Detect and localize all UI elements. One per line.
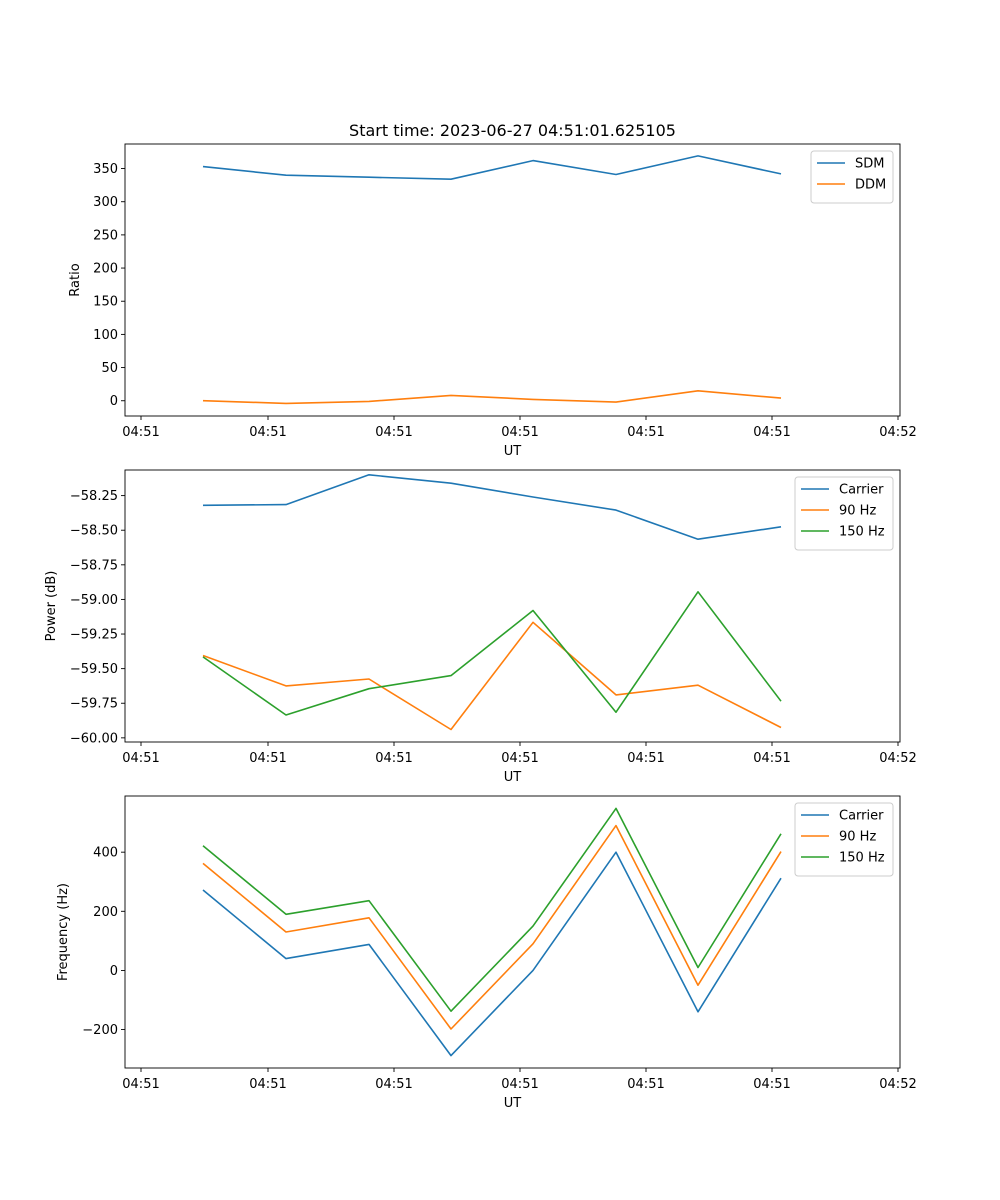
legend: Carrier 90 Hz 150 Hz [794,476,894,551]
x-tick-label: 04:51 [122,425,159,440]
x-axis-label: UT [504,444,522,459]
chart-panel-3: 04:51 04:51 04:51 04:51 04:51 04:51 04:52 −200 0… [56,795,917,1111]
y-tick-label: 250 [93,228,118,243]
x-axis-label: UT [504,770,522,785]
series-line-ddm [202,389,782,405]
series-line-150-hz [202,590,782,716]
x-tick-label: 04:52 [879,751,916,766]
series-line-150-hz [202,807,782,1013]
y-tick-label: 300 [93,195,118,210]
legend-label: SDM [855,157,884,172]
legend-label: 90 Hz [839,504,876,519]
plot-frame [124,143,901,417]
x-tick-label: 04:51 [122,1077,159,1092]
x-axis-label: UT [504,1096,522,1111]
legend: Carrier 90 Hz 150 Hz [794,802,894,877]
x-tick-label: 04:51 [375,751,412,766]
series-line-90-hz [202,824,782,1030]
x-tick-label: 04:51 [753,751,790,766]
y-axis-label: Power (dB) [44,571,59,642]
x-tick-label: 04:51 [627,1077,664,1092]
series-line-carrier [202,851,782,1057]
chart-panel-1: Start time: 2023-06-27 04:51:01.625105 04… [68,121,917,459]
x-tick-label: 04:51 [122,751,159,766]
y-tick-label: 0 [110,394,118,409]
x-tick-label: 04:51 [501,425,538,440]
chart-panel-2: 04:51 04:51 04:51 04:51 04:51 04:51 04:52 −60.0… [44,469,917,785]
legend: SDM DDM [810,150,894,204]
series-line-sdm [202,155,782,180]
x-tick-label: 04:51 [627,425,664,440]
legend-label: DDM [855,178,886,193]
y-tick-label: −58.25 [70,489,118,504]
x-tick-label: 04:52 [879,1077,916,1092]
legend-label: 150 Hz [839,851,885,866]
x-tick-label: 04:51 [627,751,664,766]
y-tick-label: −58.75 [70,558,118,573]
series-line-90-hz [202,621,782,731]
y-tick-label: 0 [110,964,118,979]
legend-box [810,150,894,204]
y-tick-label: 200 [93,905,118,920]
y-tick-label: 100 [93,328,118,343]
y-tick-label: −59.75 [70,697,118,712]
plot-frame [124,795,901,1069]
x-tick-label: 04:51 [753,1077,790,1092]
x-tick-label: 04:51 [375,425,412,440]
x-tick-label: 04:52 [879,425,916,440]
y-tick-label: 200 [93,262,118,277]
y-tick-label: 150 [93,295,118,310]
x-tick-label: 04:51 [375,1077,412,1092]
x-tick-label: 04:51 [249,751,286,766]
plot-frame [124,469,901,743]
legend-label: 90 Hz [839,830,876,845]
y-tick-label: 400 [93,846,118,861]
y-tick-label: −200 [82,1023,118,1038]
y-tick-label: 350 [93,162,118,177]
y-tick-label: −59.25 [70,628,118,643]
y-tick-label: 50 [101,361,118,376]
x-tick-label: 04:51 [501,1077,538,1092]
x-tick-label: 04:51 [501,751,538,766]
x-tick-label: 04:51 [753,425,790,440]
y-tick-label: −58.50 [70,524,118,539]
y-axis-label: Ratio [68,263,83,296]
legend-label: Carrier [839,809,884,824]
x-tick-label: 04:51 [249,425,286,440]
series-line-carrier [202,473,782,541]
legend-label: Carrier [839,483,884,498]
chart-title: Start time: 2023-06-27 04:51:01.625105 [349,121,676,140]
y-tick-label: −60.00 [70,731,118,746]
y-tick-label: −59.00 [70,593,118,608]
y-axis-label: Frequency (Hz) [56,883,71,981]
legend-label: 150 Hz [839,525,885,540]
x-tick-label: 04:51 [249,1077,286,1092]
y-tick-label: −59.50 [70,662,118,677]
